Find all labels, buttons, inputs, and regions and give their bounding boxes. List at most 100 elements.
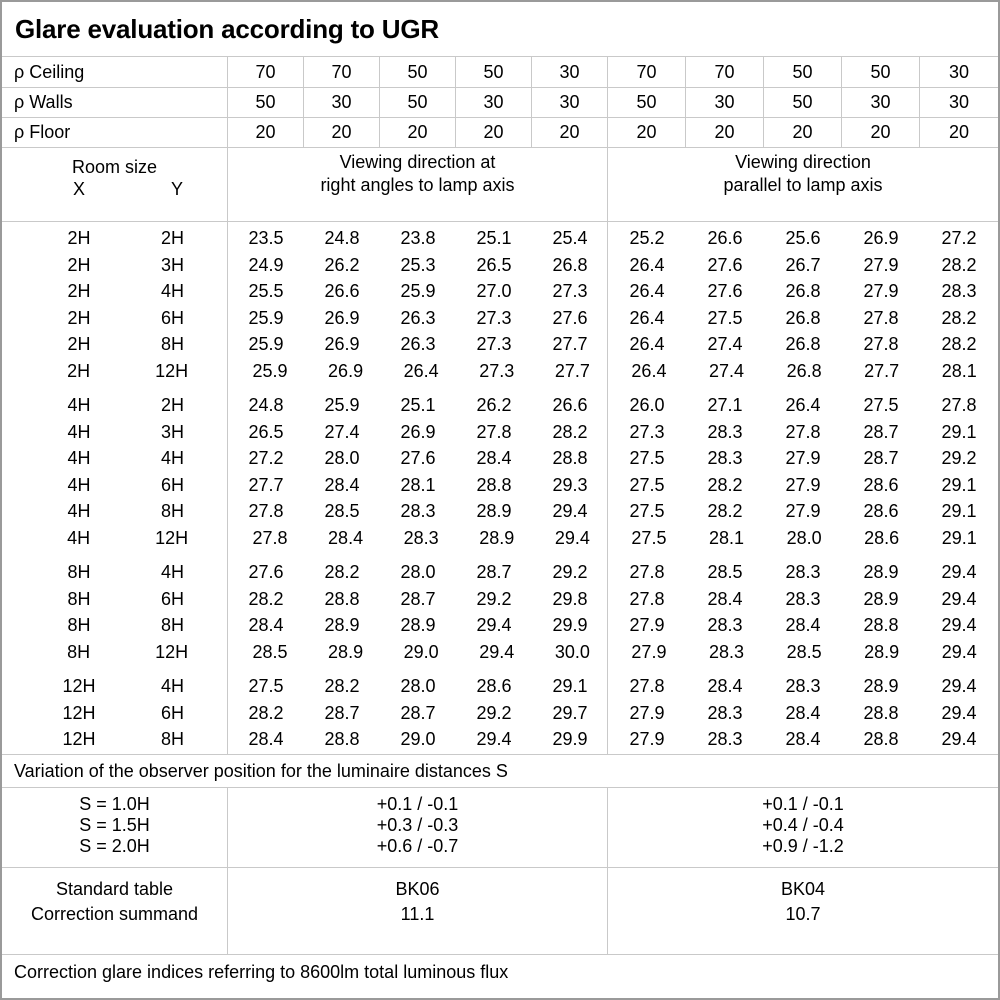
ugr-value-crosswise: 26.9 bbox=[400, 421, 436, 442]
ugr-value-crosswise: 27.4 bbox=[324, 421, 360, 442]
ugr-value-crosswise: 26.6 bbox=[552, 395, 588, 415]
y-axis-label: Y bbox=[170, 179, 183, 199]
ugr-value-parallel: 28.4 bbox=[785, 615, 821, 635]
ugr-value-parallel: 28.3 bbox=[707, 615, 743, 635]
ugr-value-parallel: 27.4 bbox=[707, 334, 743, 354]
ugr-value-parallel: 29.4 bbox=[941, 729, 977, 749]
ugr-value-crosswise: 26.6 bbox=[324, 281, 360, 301]
ugr-value-crosswise: 25.9 bbox=[400, 281, 436, 301]
ugr-value-parallel: 26.8 bbox=[786, 360, 822, 381]
ugr-value-parallel: 28.9 bbox=[863, 588, 899, 609]
ugr-value-parallel: 25.6 bbox=[785, 228, 821, 248]
x-axis-label: X bbox=[72, 179, 85, 199]
ugr-value-parallel: 29.1 bbox=[941, 474, 977, 495]
table-row: 4H 4H 27.2 28.0 27.6 28.4 28.8 27.5 28.3 27.9 28.7… bbox=[2, 445, 998, 472]
room-size-x: 8H bbox=[67, 641, 91, 662]
ugr-value-crosswise: 27.3 bbox=[476, 307, 512, 328]
room-size-x: 2H bbox=[67, 228, 91, 248]
ugr-value-parallel: 29.2 bbox=[941, 448, 977, 468]
ugr-value-parallel: 25.2 bbox=[629, 228, 665, 248]
ugr-value-crosswise: 26.2 bbox=[324, 254, 360, 275]
table-row: 2H 2H 23.5 24.8 23.8 25.1 25.4 25.2 26.6 25.6 26.9… bbox=[2, 225, 998, 252]
ugr-value-crosswise: 28.0 bbox=[400, 562, 436, 582]
ugr-value-parallel: 29.4 bbox=[941, 676, 977, 696]
ugr-value-crosswise: 28.3 bbox=[400, 501, 436, 521]
ugr-value-crosswise: 25.5 bbox=[248, 281, 284, 301]
ugr-value-crosswise: 28.4 bbox=[476, 448, 512, 468]
ugr-value-parallel: 26.4 bbox=[629, 254, 665, 275]
ugr-value-crosswise: 27.3 bbox=[479, 360, 515, 381]
reflectance-value: 50 bbox=[228, 88, 304, 117]
room-size-y: 4H bbox=[160, 676, 184, 696]
reflectance-value: 30 bbox=[686, 88, 764, 117]
ugr-value-parallel: 28.5 bbox=[707, 562, 743, 582]
table-row: 8H 6H 28.2 28.8 28.7 29.2 29.8 27.8 28.4 28.3 28.9… bbox=[2, 586, 998, 613]
ugr-value-parallel: 28.1 bbox=[941, 360, 977, 381]
viewing-direction-crosswise-header: Viewing direction at right angles to lam… bbox=[228, 148, 608, 221]
reflectance-value: 50 bbox=[764, 88, 842, 117]
reflectance-row-ceiling: ρ Ceiling 70 70 50 50 30 70 70 50 50 30 bbox=[2, 57, 998, 88]
ugr-value-parallel: 28.2 bbox=[707, 501, 743, 521]
ugr-value-crosswise: 27.7 bbox=[248, 474, 284, 495]
table-row: 4H 2H 24.8 25.9 25.1 26.2 26.6 26.0 27.1 26.4 27.5… bbox=[2, 392, 998, 419]
table-row: 4H 3H 26.5 27.4 26.9 27.8 28.2 27.3 28.3 27.8 28.7… bbox=[2, 419, 998, 446]
room-size-x: 8H bbox=[67, 562, 91, 582]
reflectance-value: 30 bbox=[456, 88, 532, 117]
ugr-value-parallel: 28.3 bbox=[709, 641, 745, 662]
ugr-value-parallel: 27.5 bbox=[629, 448, 665, 468]
table-row: 4H 12H 27.8 28.4 28.3 28.9 29.4 27.5 28.1 28.0 28.… bbox=[2, 525, 998, 552]
ugr-value-parallel: 26.4 bbox=[629, 307, 665, 328]
reflectance-value: 50 bbox=[456, 57, 532, 87]
room-size-y: 4H bbox=[160, 281, 184, 301]
ugr-value-crosswise: 29.0 bbox=[403, 641, 439, 662]
room-size-header: Room size X Y bbox=[2, 148, 228, 221]
reflectance-value: 20 bbox=[380, 118, 456, 147]
ugr-value-parallel: 27.4 bbox=[709, 360, 745, 381]
ugr-value-parallel: 28.3 bbox=[941, 281, 977, 301]
room-size-x: 4H bbox=[67, 421, 91, 442]
reflectance-value: 30 bbox=[532, 57, 608, 87]
ugr-value-crosswise: 29.9 bbox=[552, 729, 588, 749]
footer-note: Correction glare indices referring to 86… bbox=[14, 962, 509, 982]
ugr-value-crosswise: 29.8 bbox=[552, 588, 588, 609]
ugr-value-crosswise: 29.0 bbox=[400, 729, 436, 749]
ugr-value-crosswise: 25.4 bbox=[552, 228, 588, 248]
room-size-x: 12H bbox=[62, 729, 96, 749]
ugr-value-parallel: 28.4 bbox=[707, 588, 743, 609]
ugr-value-crosswise: 27.2 bbox=[248, 448, 284, 468]
ugr-value-crosswise: 25.3 bbox=[400, 254, 436, 275]
ugr-value-parallel: 28.6 bbox=[863, 501, 899, 521]
ugr-value-crosswise: 25.9 bbox=[248, 334, 284, 354]
ugr-value-crosswise: 26.9 bbox=[328, 360, 364, 381]
ugr-value-parallel: 27.5 bbox=[863, 395, 899, 415]
ugr-value-crosswise: 26.8 bbox=[552, 254, 588, 275]
ugr-value-crosswise: 28.2 bbox=[552, 421, 588, 442]
ugr-value-crosswise: 28.2 bbox=[324, 676, 360, 696]
ugr-value-crosswise: 25.9 bbox=[248, 307, 284, 328]
room-size-x: 12H bbox=[62, 676, 96, 696]
ugr-value-crosswise: 29.2 bbox=[552, 562, 588, 582]
ugr-value-parallel: 28.5 bbox=[786, 641, 822, 662]
reflectance-value: 70 bbox=[608, 57, 686, 87]
ugr-value-crosswise: 29.4 bbox=[476, 729, 512, 749]
room-size-x: 8H bbox=[67, 615, 91, 635]
ugr-value-crosswise: 27.8 bbox=[252, 527, 288, 548]
ugr-value-parallel: 28.2 bbox=[707, 474, 743, 495]
reflectance-value: 30 bbox=[304, 88, 380, 117]
room-size-y: 6H bbox=[160, 307, 184, 328]
reflectance-row-walls: ρ Walls 50 30 50 30 30 50 30 50 30 30 bbox=[2, 88, 998, 118]
reflectance-label-ceiling: ρ Ceiling bbox=[2, 57, 228, 87]
reflectance-value: 50 bbox=[608, 88, 686, 117]
ugr-value-parallel: 26.4 bbox=[785, 395, 821, 415]
ugr-value-crosswise: 29.2 bbox=[476, 702, 512, 723]
page-title: Glare evaluation according to UGR bbox=[2, 2, 998, 57]
table-row: 12H 4H 27.5 28.2 28.0 28.6 29.1 27.8 28.4 28.3 28.… bbox=[2, 673, 998, 700]
table-row: 4H 6H 27.7 28.4 28.1 28.8 29.3 27.5 28.2 27.9 28.6… bbox=[2, 472, 998, 499]
ugr-value-crosswise: 28.9 bbox=[324, 615, 360, 635]
ugr-value-crosswise: 24.9 bbox=[248, 254, 284, 275]
ugr-value-parallel: 27.8 bbox=[629, 588, 665, 609]
ugr-value-crosswise: 27.3 bbox=[476, 334, 512, 354]
room-size-x: 2H bbox=[67, 334, 91, 354]
standard-table-parallel: BK04 10.7 bbox=[780, 879, 826, 924]
